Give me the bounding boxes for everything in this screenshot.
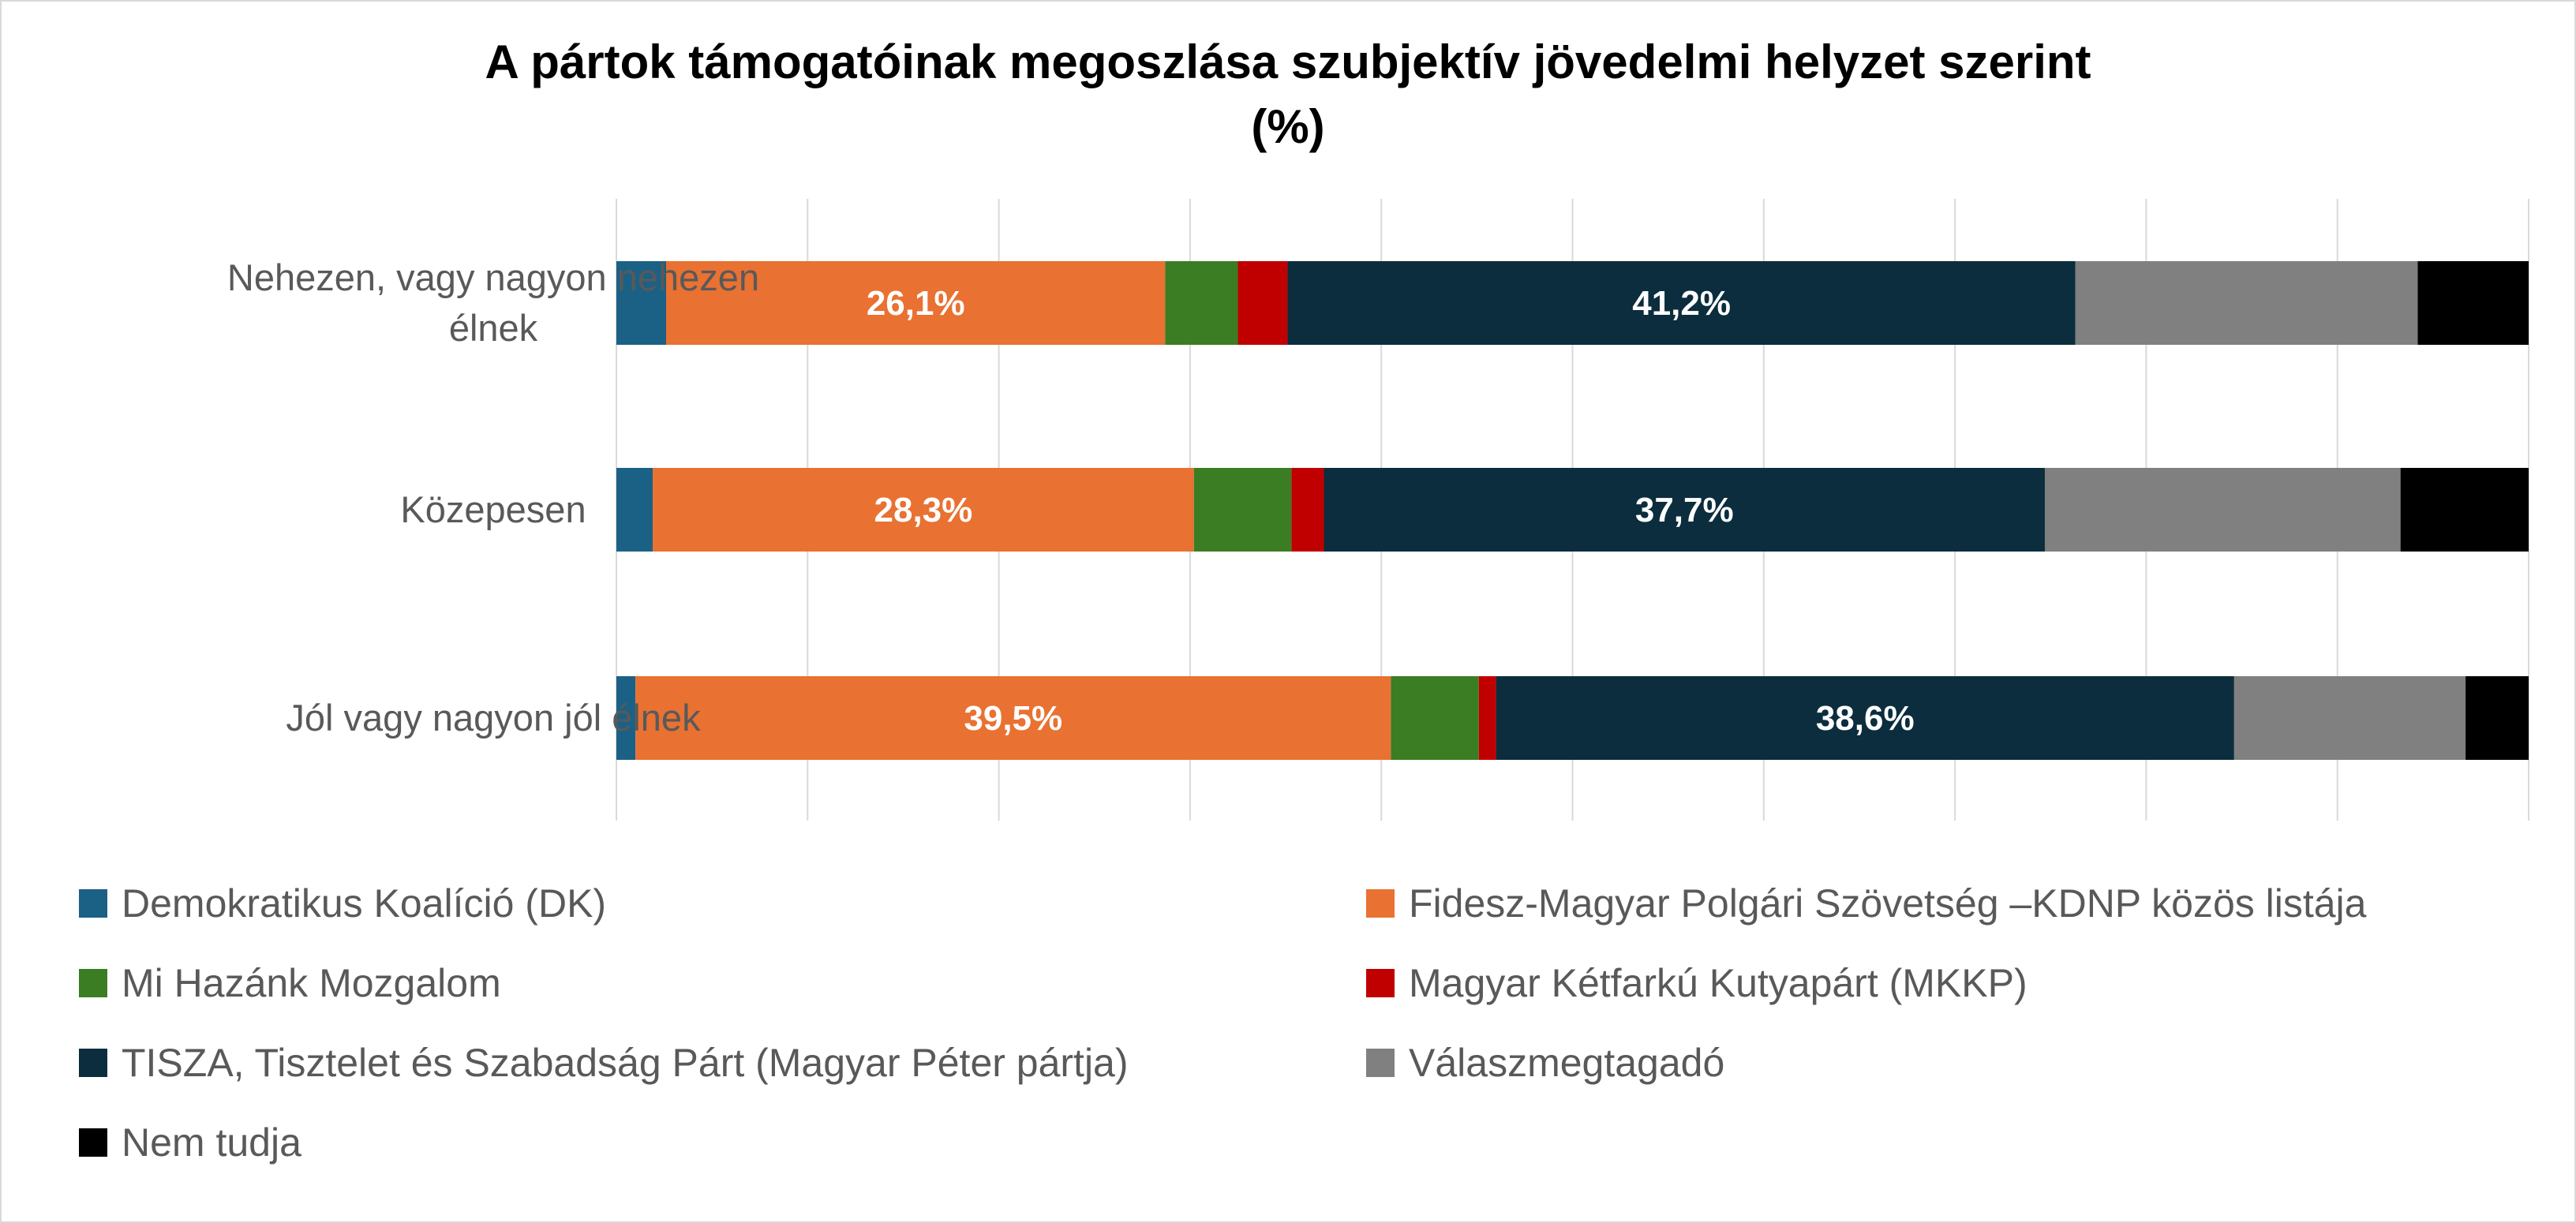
data-label: 38,6% (1816, 699, 1915, 738)
bar-segment (1324, 468, 2045, 552)
legend-swatch (79, 969, 107, 997)
data-label: 37,7% (1635, 491, 1734, 529)
bar-segment (2417, 261, 2529, 345)
chart-title-main: A pártok támogatóinak megoszlása szubjek… (485, 36, 2091, 88)
legend-label: Magyar Kétfarkú Kutyapárt (MKKP) (1409, 961, 2027, 1005)
legend-swatch (1366, 969, 1395, 997)
bar-segment (2466, 676, 2529, 760)
legend-swatch (79, 889, 107, 918)
legend-item: Nem tudja (79, 1111, 301, 1174)
chart-plot: 26,1% 41,2% Nehezen, vagy nagyon nehezen él… (227, 199, 2529, 821)
bar-segment (616, 676, 636, 760)
chart-legend: Demokratikus Koalíció (DK) Fidesz-Magyar … (0, 872, 2576, 1203)
legend-label: Demokratikus Koalíció (DK) (122, 881, 607, 926)
legend-item: Mi Hazánk Mozgalom (79, 952, 501, 1015)
bar-segment (1496, 676, 2234, 760)
legend-swatch (1366, 1049, 1395, 1077)
bar-segment (1478, 676, 1496, 760)
legend-item: Magyar Kétfarkú Kutyapárt (MKKP) (1366, 952, 2027, 1015)
legend-label: Fidesz-Magyar Polgári Szövetség –KDNP kö… (1409, 881, 2367, 926)
legend-label: Mi Hazánk Mozgalom (122, 961, 501, 1005)
category-label: Nehezen, vagy nagyon nehezen élnek (227, 256, 759, 349)
category-label: Közepesen (400, 488, 586, 530)
data-label: 39,5% (964, 699, 1062, 738)
bar-segment (653, 468, 1194, 552)
bar-segment (1237, 261, 1288, 345)
legend-item: TISZA, Tisztelet és Szabadság Párt (Magy… (79, 1031, 1129, 1094)
bar-segment (665, 261, 1166, 345)
legend-item: Fidesz-Magyar Polgári Szövetség –KDNP kö… (1366, 872, 2366, 935)
data-label: 26,1% (867, 284, 965, 323)
legend-swatch (79, 1128, 107, 1157)
data-label: 41,2% (1632, 284, 1731, 323)
legend-swatch (1366, 889, 1395, 918)
legend-label: Nem tudja (122, 1120, 301, 1165)
bar-segment (2233, 676, 2466, 760)
bar-segment (1391, 676, 1479, 760)
bar-segment (1291, 468, 1324, 552)
chart-title: A pártok támogatóinak megoszlása szubjek… (0, 30, 2576, 159)
bar-segment (1287, 261, 2076, 345)
bar-segment (1165, 261, 1238, 345)
legend-label: Válaszmegtagadó (1409, 1041, 1725, 1085)
bar-segment (1193, 468, 1292, 552)
legend-swatch (79, 1049, 107, 1077)
bar-segment (2400, 468, 2529, 552)
bar-segment (2044, 468, 2401, 552)
legend-item: Demokratikus Koalíció (DK) (79, 872, 606, 935)
bar-segment (616, 261, 666, 345)
legend-item: Válaszmegtagadó (1366, 1031, 1724, 1094)
chart-title-unit: (%) (1251, 100, 1325, 153)
bar-segment (635, 676, 1391, 760)
legend-label: TISZA, Tisztelet és Szabadság Párt (Magy… (122, 1041, 1129, 1085)
category-label: Jól vagy nagyon jól élnek (286, 697, 701, 739)
bar-segment (2075, 261, 2418, 345)
data-label: 28,3% (874, 491, 973, 529)
bar-segment (616, 468, 653, 552)
